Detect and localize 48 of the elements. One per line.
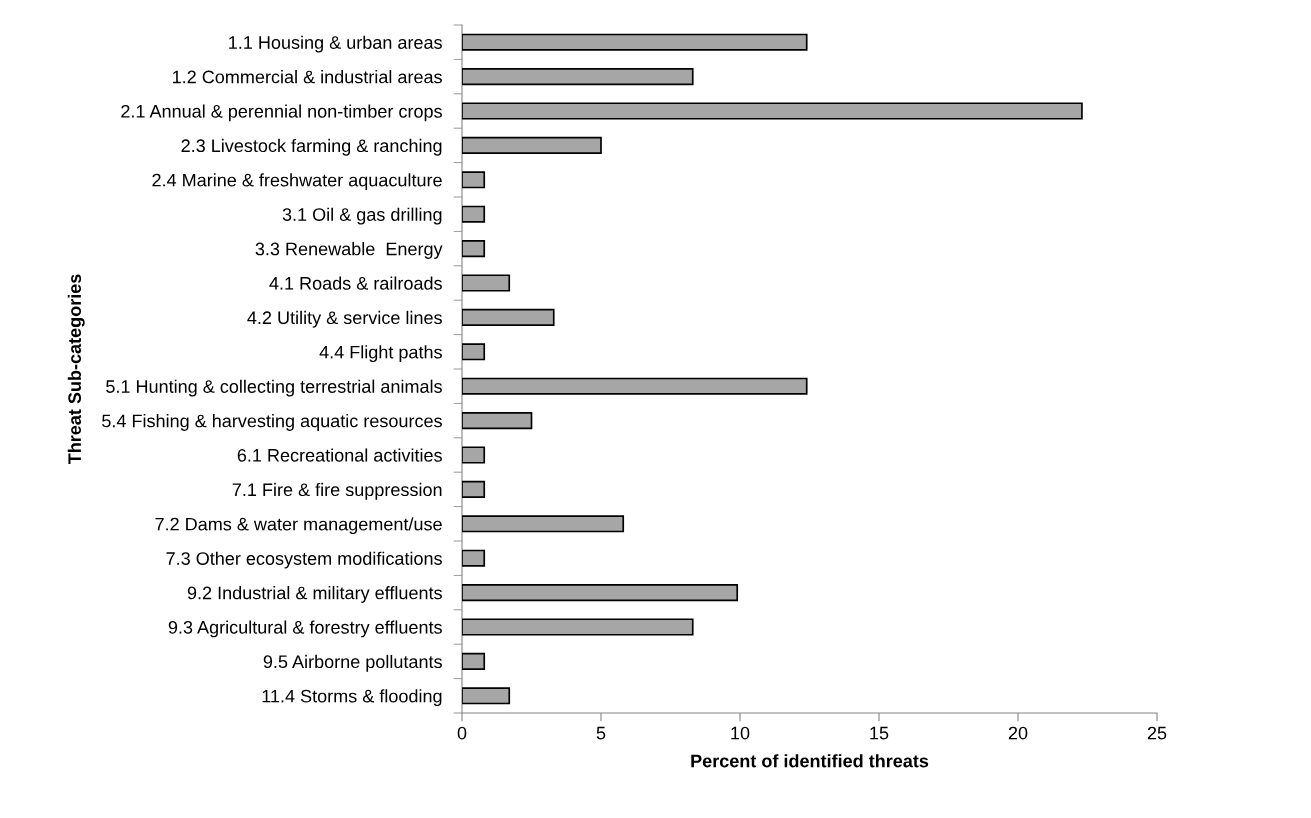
y-tick-label: 7.3 Other ecosystem modifications xyxy=(166,551,442,569)
bar xyxy=(462,549,486,567)
bar xyxy=(462,136,602,154)
x-tick-label: 20 xyxy=(1008,726,1028,740)
bar xyxy=(462,274,511,292)
bar xyxy=(462,652,486,670)
bar xyxy=(462,618,694,636)
y-tick-label: 11.4 Storms & flooding xyxy=(262,689,442,707)
x-axis-title: Percent of identified threats xyxy=(691,754,929,768)
y-axis-title: Threat Sub-categories xyxy=(67,274,85,465)
y-tick-label: 4.4 Flight paths xyxy=(319,345,442,363)
y-tick-label: 9.3 Agricultural & forestry effluents xyxy=(168,620,442,638)
bar xyxy=(462,584,739,602)
bar xyxy=(462,33,808,51)
y-tick-label: 9.5 Airborne pollutants xyxy=(263,654,442,672)
y-tick-label: 7.2 Dams & water management/use xyxy=(155,517,442,535)
bar xyxy=(462,446,486,464)
y-tick-label: 3.3 Renewable Energy xyxy=(255,242,443,259)
y-tick-label: 4.2 Utility & service lines xyxy=(247,310,442,328)
bar xyxy=(462,102,1083,120)
bar xyxy=(462,412,533,430)
x-tick-label: 5 xyxy=(596,726,606,740)
x-tick-label: 10 xyxy=(731,726,750,740)
y-tick-label: 2.3 Livestock farming & ranching xyxy=(181,138,442,156)
bar xyxy=(462,171,486,189)
bar xyxy=(462,515,625,533)
bar xyxy=(462,308,555,326)
y-tick-label: 3.1 Oil & gas drilling xyxy=(282,207,442,225)
y-tick-label: 9.2 Industrial & military effluents xyxy=(187,586,442,603)
x-tick-label: 15 xyxy=(870,726,889,740)
y-tick-label: 5.4 Fishing & harvesting aquatic resources xyxy=(102,414,442,431)
y-tick-label: 5.1 Hunting & collecting terrestrial animals xyxy=(106,379,442,397)
y-tick-label: 1.1 Housing & urban areas xyxy=(229,35,442,53)
x-tick-label: 25 xyxy=(1147,726,1167,740)
bar xyxy=(462,240,486,258)
bar xyxy=(462,68,694,86)
bar xyxy=(462,205,486,223)
y-tick-label: 7.1 Fire & fire suppression xyxy=(232,482,442,500)
bar xyxy=(462,343,486,361)
y-tick-label: 1.2 Commercial & industrial areas xyxy=(173,70,442,84)
y-tick-label: 2.4 Marine & freshwater aquaculture xyxy=(152,173,442,191)
bar xyxy=(462,377,808,395)
y-tick-label: 6.1 Recreational activities xyxy=(237,448,442,462)
bar xyxy=(462,480,486,498)
y-tick-label: 2.1 Annual & perennial non-timber crops xyxy=(121,104,442,122)
x-tick-label: 0 xyxy=(457,726,467,740)
bar xyxy=(462,687,511,705)
y-tick-label: 4.1 Roads & railroads xyxy=(269,276,442,290)
